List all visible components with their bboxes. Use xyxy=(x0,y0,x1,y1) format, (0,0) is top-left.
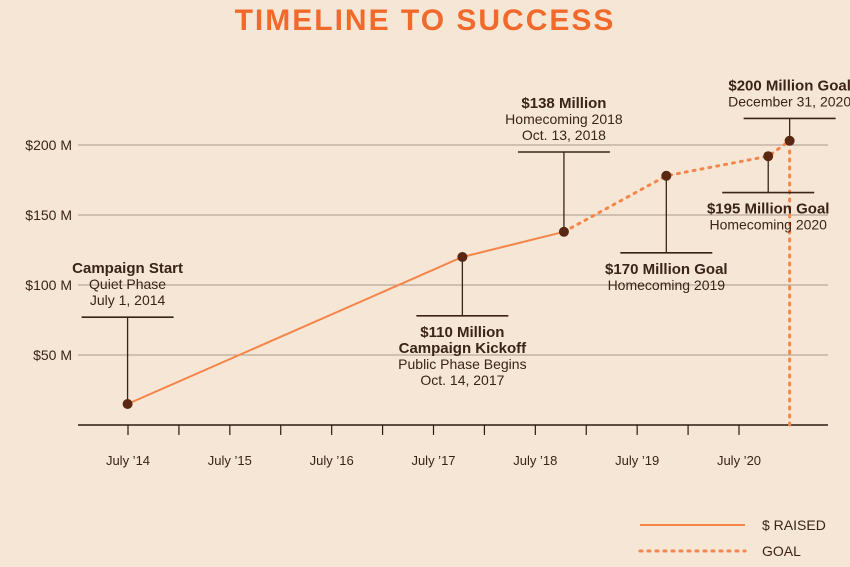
callout-goal-text: December 31, 2020 xyxy=(728,93,850,109)
goal-series-line xyxy=(562,139,792,234)
callout-hc2019-text: Homecoming 2019 xyxy=(608,277,726,293)
callout-hc2018-text: Homecoming 2018 xyxy=(505,111,623,127)
callout-kickoff-text: Oct. 14, 2017 xyxy=(420,372,504,388)
x-tick-label: July ’14 xyxy=(106,453,150,468)
x-tick-label: July ’18 xyxy=(513,453,557,468)
y-tick-label: $50 M xyxy=(33,347,72,363)
data-point-marker xyxy=(763,151,774,162)
callout-goal-text: $200 Million Goal xyxy=(728,77,850,94)
legend-label: GOAL xyxy=(762,543,801,559)
callout-kickoff-text: Public Phase Begins xyxy=(398,356,526,372)
callout-start-text: Campaign Start xyxy=(72,260,183,277)
callout-hc2020-text: $195 Million Goal xyxy=(707,201,830,218)
data-point-marker xyxy=(457,252,468,262)
x-tick-label: July ’16 xyxy=(310,453,354,468)
callout-kickoff-text: Campaign Kickoff xyxy=(399,340,528,357)
callout-hc2019-text: $170 Million Goal xyxy=(605,261,728,278)
callout-kickoff-text: $110 Million xyxy=(420,324,504,341)
callout-hc2018-text: Oct. 13, 2018 xyxy=(522,127,606,143)
callout-start-text: July 1, 2014 xyxy=(90,292,166,308)
data-point-marker xyxy=(784,135,795,146)
data-point-marker xyxy=(122,399,133,409)
data-point-marker xyxy=(558,226,569,237)
x-tick-label: July ’17 xyxy=(411,453,455,468)
x-tick-label: July ’20 xyxy=(717,453,761,468)
chart-title: TIMELINE TO SUCCESS xyxy=(234,4,616,37)
callout-hc2020-text: Homecoming 2020 xyxy=(709,217,827,233)
callout-hc2018-text: $138 Million xyxy=(521,95,606,112)
y-tick-label: $150 M xyxy=(25,207,72,223)
y-tick-label: $100 M xyxy=(25,277,72,293)
x-tick-label: July ’15 xyxy=(208,453,252,468)
callout-start-text: Quiet Phase xyxy=(89,276,166,292)
legend-label: $ RAISED xyxy=(762,517,826,533)
x-tick-label: July ’19 xyxy=(615,453,659,468)
data-point-marker xyxy=(661,170,672,181)
y-tick-label: $200 M xyxy=(25,137,72,153)
